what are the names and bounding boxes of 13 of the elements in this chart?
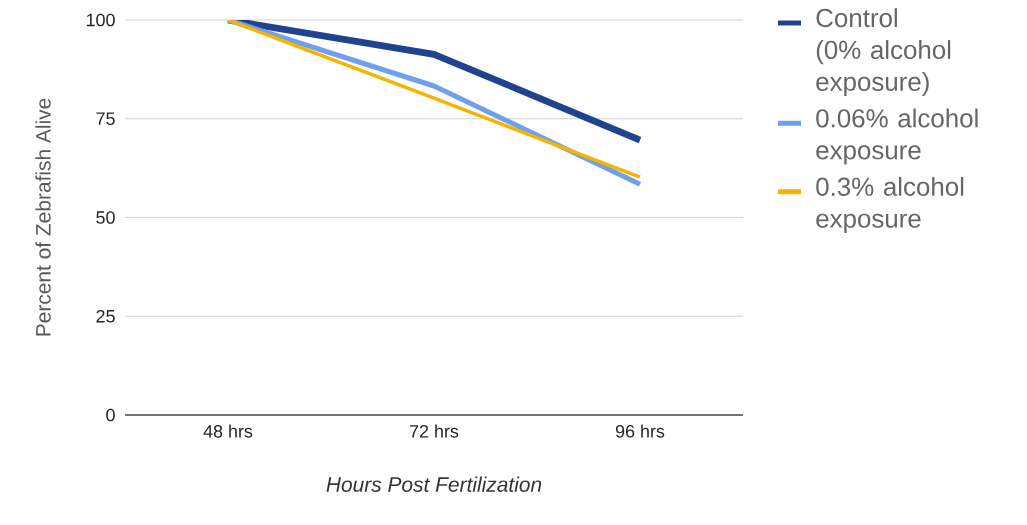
y-tick-label: 0 [106,408,115,422]
y-tick-label: 100 [86,13,115,27]
x-tick-label: 48 hrs [203,424,253,438]
y-tick-label: 75 [96,112,115,125]
x-tick-label: 72 hrs [410,424,459,438]
y-tick-label: 50 [96,211,115,224]
x-axis-title: Hours Post Fertilization [326,476,542,492]
y-tick-label: 25 [96,309,115,323]
y-axis-title: Percent of Zebrafish Alive [35,98,51,336]
legend-label: 0.3% alcohol exposure [816,176,964,233]
legend-label: Control (0% alcohol exposure) [816,8,951,97]
legend-label: 0.06% alcohol exposure [816,108,978,165]
x-tick-label: 96 hrs [615,424,665,438]
